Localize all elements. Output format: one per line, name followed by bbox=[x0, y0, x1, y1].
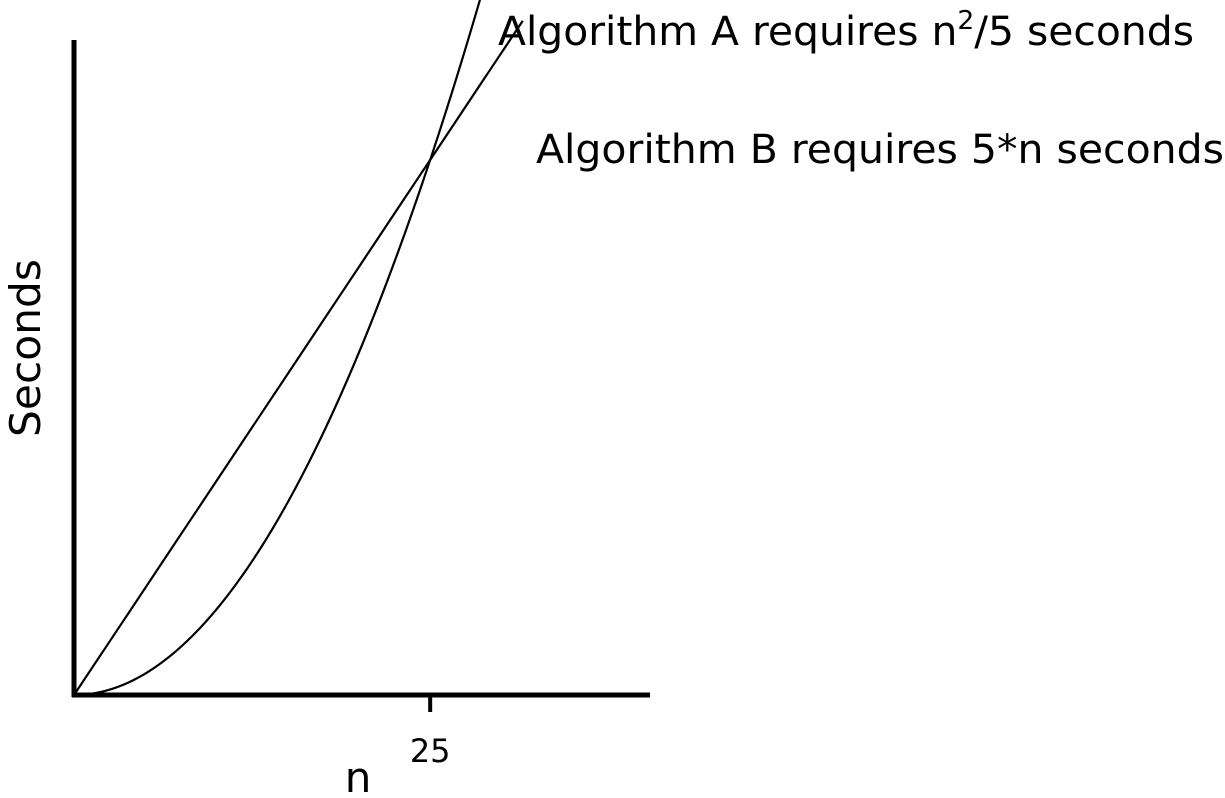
series-label-algorithm-a-superscript: 2 bbox=[957, 6, 974, 36]
x-ticks: 25 bbox=[410, 695, 451, 770]
series-label-algorithm-a-main: Algorithm A requires n bbox=[498, 9, 957, 55]
series-label-algorithm-b: Algorithm B requires 5*n seconds bbox=[536, 127, 1224, 173]
series-line-algorithm-a bbox=[73, 0, 482, 697]
x-tick-label: 25 bbox=[410, 732, 451, 770]
x-axis-label: n bbox=[345, 753, 372, 798]
y-axis-label: Seconds bbox=[1, 259, 50, 437]
series-line-algorithm-b bbox=[73, 20, 524, 696]
series-label-algorithm-a: Algorithm A requires n 2/5 seconds bbox=[498, 6, 1194, 55]
series-label-algorithm-a-tail: /5 seconds bbox=[974, 9, 1194, 55]
